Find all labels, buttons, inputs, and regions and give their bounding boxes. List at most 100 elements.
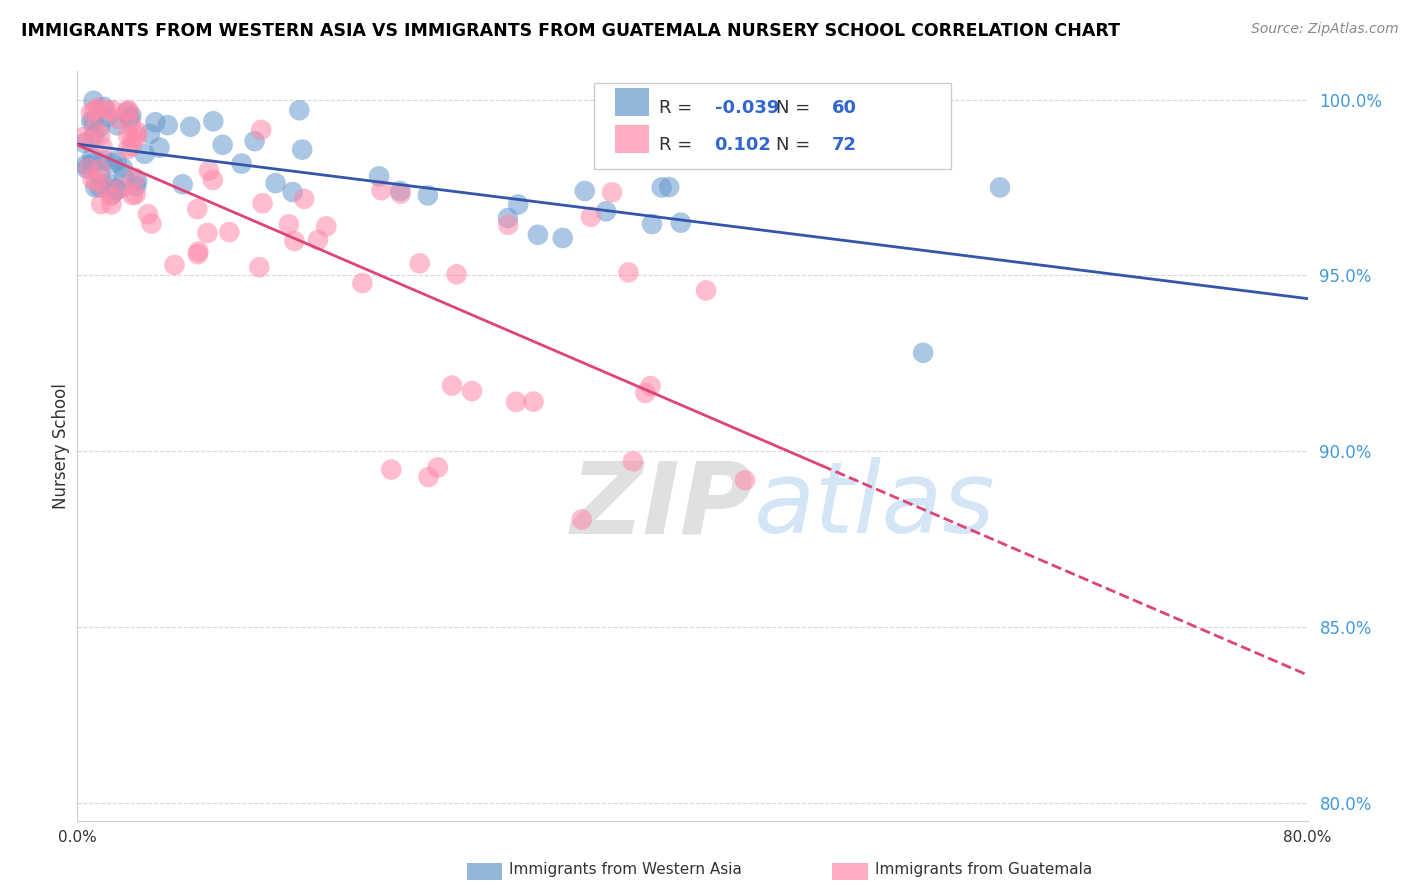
Point xyxy=(93,153,115,168)
Point xyxy=(139,127,162,141)
Point xyxy=(77,134,100,148)
Point xyxy=(82,156,104,170)
Text: IMMIGRANTS FROM WESTERN ASIA VS IMMIGRANTS FROM GUATEMALA NURSERY SCHOOL CORRELA: IMMIGRANTS FROM WESTERN ASIA VS IMMIGRAN… xyxy=(21,22,1121,40)
Point xyxy=(117,142,139,156)
Point xyxy=(141,217,163,231)
Point xyxy=(418,470,440,484)
Point xyxy=(574,184,596,198)
Point xyxy=(522,394,544,409)
Text: Source: ZipAtlas.com: Source: ZipAtlas.com xyxy=(1251,22,1399,37)
Point xyxy=(83,94,105,108)
Point xyxy=(912,345,935,359)
Point xyxy=(145,115,167,129)
Text: N =: N = xyxy=(776,136,810,153)
Point xyxy=(111,161,134,175)
Point xyxy=(80,114,103,128)
Point xyxy=(380,462,402,476)
Point xyxy=(112,169,135,183)
Point xyxy=(148,140,170,154)
Point xyxy=(84,121,107,136)
Point xyxy=(426,460,449,475)
Text: Immigrants from Western Asia: Immigrants from Western Asia xyxy=(509,863,742,877)
Point xyxy=(368,169,391,184)
Point xyxy=(100,189,122,203)
Point xyxy=(84,180,107,194)
Point xyxy=(77,161,100,176)
FancyBboxPatch shape xyxy=(614,87,650,116)
FancyBboxPatch shape xyxy=(595,83,950,169)
Point xyxy=(231,156,253,170)
Point xyxy=(89,180,111,194)
FancyBboxPatch shape xyxy=(614,125,650,153)
Point xyxy=(218,225,240,239)
Point xyxy=(651,180,673,194)
Point xyxy=(734,473,756,487)
Point xyxy=(80,105,103,120)
Point xyxy=(307,233,329,247)
Point xyxy=(100,197,122,211)
Point xyxy=(179,120,201,134)
Point xyxy=(198,163,221,178)
Point xyxy=(121,188,143,202)
Point xyxy=(120,116,142,130)
Point xyxy=(640,379,662,393)
Point xyxy=(101,186,124,201)
Point xyxy=(277,218,299,232)
Point xyxy=(641,217,664,231)
Point xyxy=(127,125,149,139)
Point xyxy=(111,181,134,195)
Point xyxy=(76,161,98,176)
Point xyxy=(283,234,305,248)
Point xyxy=(389,184,412,198)
Point xyxy=(117,128,139,143)
Text: 72: 72 xyxy=(831,136,856,153)
Point xyxy=(389,186,412,201)
Point xyxy=(91,140,114,154)
Point xyxy=(125,129,148,144)
Point xyxy=(202,114,225,128)
Y-axis label: Nursery School: Nursery School xyxy=(52,383,70,509)
Text: 0.102: 0.102 xyxy=(714,136,772,153)
Point xyxy=(416,188,439,202)
Point xyxy=(496,211,519,226)
Point xyxy=(172,178,194,192)
Point xyxy=(551,231,574,245)
Point xyxy=(84,174,107,188)
Point xyxy=(124,170,146,185)
Point xyxy=(695,284,717,298)
Point xyxy=(197,226,219,240)
Point xyxy=(461,384,484,398)
Point xyxy=(579,210,602,224)
Point xyxy=(505,395,527,409)
Point xyxy=(73,136,96,150)
Point xyxy=(115,105,138,120)
Point xyxy=(292,192,315,206)
Point xyxy=(211,137,233,152)
Point xyxy=(82,151,104,165)
Point xyxy=(127,174,149,188)
Point xyxy=(440,378,463,392)
Point xyxy=(595,204,617,219)
Text: ZIP: ZIP xyxy=(571,458,754,555)
Point xyxy=(82,172,104,186)
Text: 60: 60 xyxy=(831,99,856,118)
Text: N =: N = xyxy=(776,99,810,118)
Point xyxy=(105,181,128,195)
Point xyxy=(105,153,128,168)
Point xyxy=(669,216,692,230)
Point xyxy=(118,112,141,126)
Point xyxy=(117,104,139,119)
Point xyxy=(83,114,105,128)
Point xyxy=(352,276,374,290)
Point xyxy=(600,186,623,200)
Point xyxy=(94,181,117,195)
Point xyxy=(136,207,159,221)
Point xyxy=(96,110,118,124)
Point xyxy=(250,123,273,137)
Point xyxy=(621,454,644,468)
Point xyxy=(117,103,139,117)
Point xyxy=(97,177,120,191)
Point xyxy=(93,100,115,114)
Point xyxy=(122,131,145,145)
Point xyxy=(87,100,110,114)
